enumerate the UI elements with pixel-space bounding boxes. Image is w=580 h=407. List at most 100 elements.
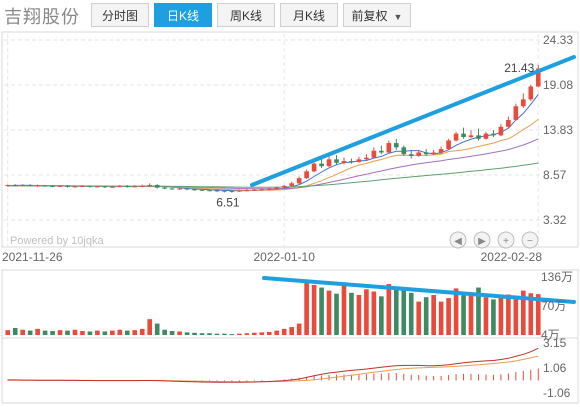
candle-body [281, 185, 287, 188]
candle-body [12, 185, 18, 187]
candle [506, 116, 511, 129]
volume-bar [147, 319, 153, 335]
candle-body [416, 152, 422, 156]
volume-bar [319, 287, 324, 335]
candle [521, 93, 526, 108]
candle [42, 185, 48, 187]
tab-daily-k[interactable]: 日K线 [154, 3, 212, 27]
volume-bar [12, 327, 18, 335]
volume-bar [139, 328, 145, 335]
candle-body [244, 190, 250, 192]
volume-bar [535, 294, 541, 335]
volume-bar [296, 323, 302, 335]
volume-bar [408, 292, 414, 335]
tab-weekly-k[interactable]: 周K线 [217, 3, 275, 27]
candle [162, 186, 167, 190]
volume-bar [453, 288, 459, 335]
stock-name: 吉翔股份 [4, 7, 80, 28]
candle [154, 184, 160, 189]
volume-bar [506, 294, 511, 335]
candle [453, 131, 459, 142]
candle [513, 103, 519, 121]
candle [356, 156, 362, 163]
volume-bar [349, 292, 354, 335]
price-tick-label: 19.08 [543, 78, 573, 92]
volume-bar [20, 329, 25, 335]
candle-body [483, 133, 489, 139]
zoom-out-button[interactable]: − [521, 231, 539, 249]
candle [207, 189, 212, 192]
candle-body [453, 133, 459, 141]
candle-body [311, 163, 317, 172]
candle [498, 124, 504, 137]
candle-body [42, 185, 48, 187]
volume-bar [386, 284, 392, 335]
volume-bar [27, 330, 33, 335]
candle [483, 131, 489, 140]
zoom-in-icon-glyph: + [503, 236, 509, 247]
zoom-out-icon-glyph: − [527, 236, 533, 247]
candle-body [169, 188, 175, 190]
volume-bar [65, 330, 70, 335]
candle-body [102, 186, 108, 188]
candle [117, 185, 123, 188]
volume-bar [431, 295, 436, 335]
volume-trend-line [262, 276, 576, 304]
macd-tick-label: 1.06 [543, 361, 567, 375]
scroll-left-button[interactable]: ◀ [449, 231, 467, 249]
volume-bar [513, 296, 519, 335]
candle [423, 149, 429, 156]
volume-bar [110, 330, 115, 335]
candle [535, 64, 541, 88]
zoom-out-icon [521, 231, 539, 249]
candle [12, 184, 18, 187]
tab-monthly-k[interactable]: 月K线 [280, 3, 338, 27]
candle-body [124, 185, 130, 187]
candle-body [110, 186, 115, 188]
candle-body [184, 188, 190, 190]
volume-bar [192, 332, 197, 335]
volume-bar [244, 333, 250, 335]
candle-body [199, 189, 205, 191]
candle-body [393, 143, 399, 148]
scroll-right-button[interactable]: ▶ [473, 231, 491, 249]
candle-body [506, 119, 511, 127]
volume-bar [483, 297, 489, 335]
candle [139, 184, 145, 187]
volume-bar [50, 331, 55, 335]
candle-body [296, 178, 302, 184]
scroll-right-icon [473, 231, 491, 249]
tab-intraday[interactable]: 分时图 [91, 3, 149, 27]
candle [341, 157, 347, 165]
volume-bar [207, 333, 212, 335]
candle-body [162, 187, 167, 189]
candle-body [95, 186, 100, 188]
price-tick-label: 13.83 [543, 123, 573, 137]
candle-body [513, 106, 519, 120]
candle [371, 147, 377, 159]
candle-body [408, 154, 414, 156]
candle [80, 185, 85, 187]
candle [229, 190, 235, 193]
volume-bar [169, 331, 175, 335]
volume-bar [528, 293, 534, 335]
adjust-dropdown[interactable]: 前复权 ▼ [343, 3, 411, 27]
tab-weekly-k-label: 周K线 [229, 9, 262, 23]
zoom-in-button[interactable]: + [497, 231, 515, 249]
candle-body [446, 140, 451, 150]
candle [431, 149, 436, 156]
header-bar: 吉翔股份 分时图 日K线 周K线 月K线 前复权 ▼ [0, 0, 580, 30]
candle-body [65, 185, 70, 187]
candle [296, 176, 302, 185]
low-price-label: 6.51 [216, 196, 240, 210]
candle [446, 138, 451, 150]
volume-bar [132, 330, 138, 335]
candle-body [50, 185, 55, 187]
candle-body [274, 187, 280, 189]
volume-bar [252, 332, 257, 335]
candle-body [147, 185, 153, 187]
candle-body [266, 188, 272, 190]
candle [110, 185, 115, 188]
candle [87, 185, 93, 188]
volume-bar [162, 329, 167, 335]
